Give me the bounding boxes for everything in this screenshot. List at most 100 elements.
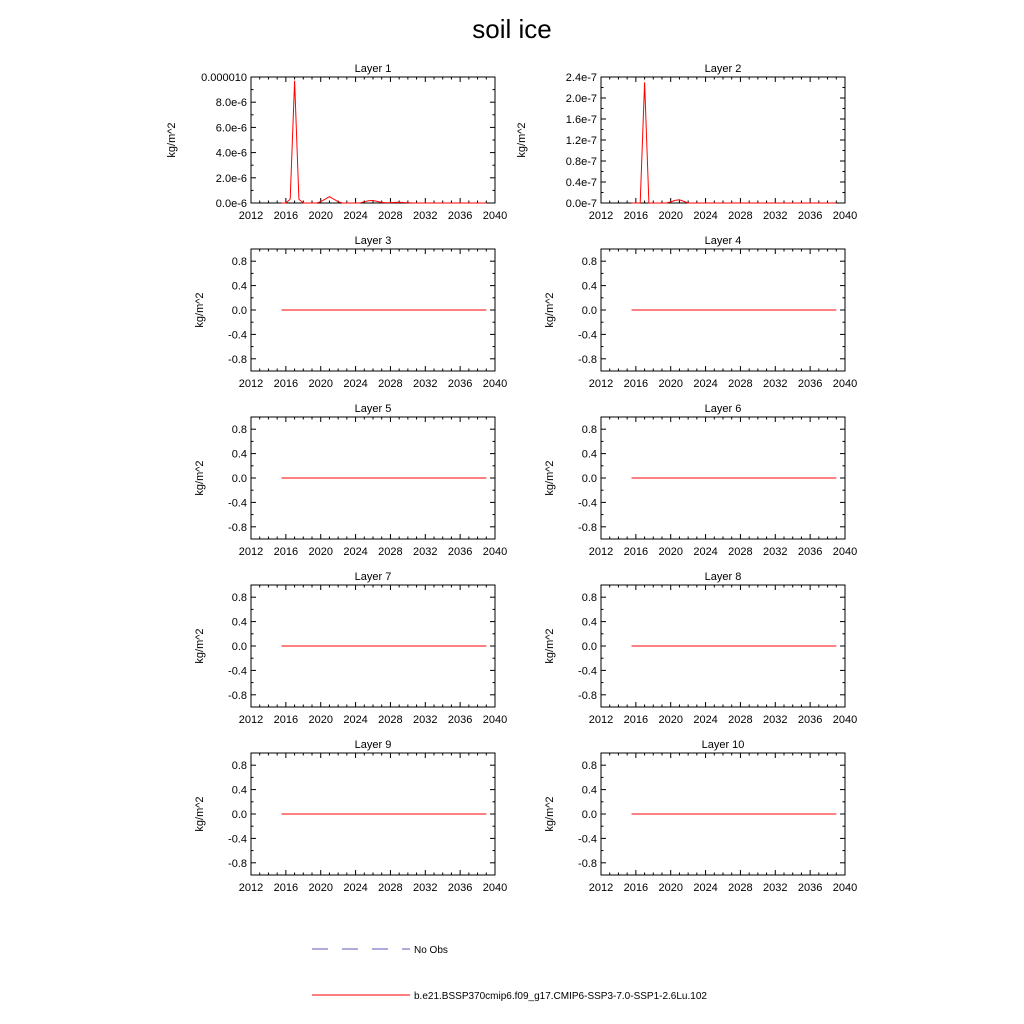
panel-4-ytick-label: -0.8 [578,354,597,366]
panel-1-ytick-label: 8.0e-6 [216,97,247,109]
panel-1-xtick-label: 2028 [378,210,402,222]
panel-4-xtick-label: 2024 [693,378,717,390]
panel-8-xtick-label: 2012 [589,714,613,726]
panel-6-ytick-label: 0.8 [582,424,597,436]
panel-8-ylabel: kg/m^2 [544,628,556,663]
panel-9-ytick-label: 0.4 [232,785,247,797]
panel-3-xtick-label: 2040 [483,378,507,390]
panel-8-xtick-label: 2016 [624,714,648,726]
panel-10-ylabel: kg/m^2 [544,796,556,831]
panel-1-ytick-label: 0.0e-6 [216,198,247,210]
panel-6-xtick-label: 2036 [798,546,822,558]
panel-2-ytick-label: 0.8e-7 [566,156,597,168]
panel-8-xtick-label: 2028 [728,714,752,726]
panel-7-xtick-label: 2024 [343,714,367,726]
panel-1-xtick-label: 2024 [343,210,367,222]
panel-2-xtick-label: 2024 [693,210,717,222]
panel-6-ytick-label: 0.0 [582,473,597,485]
panel-5-xtick-label: 2040 [483,546,507,558]
panel-1-xtick-label: 2020 [308,210,332,222]
panel-1-xtick-label: 2032 [413,210,437,222]
panel-9-ytick-label: 0.8 [232,760,247,772]
panel-5-ytick-label: 0.0 [232,473,247,485]
panel-3-title: Layer 3 [355,235,392,247]
panel-5-xtick-label: 2016 [274,546,298,558]
panel-1-xtick-label: 2016 [274,210,298,222]
panel-9-xtick-label: 2028 [378,882,402,894]
panel-1-ylabel: kg/m^2 [166,122,178,157]
panel-3-xtick-label: 2020 [308,378,332,390]
panel-10-xtick-label: 2012 [589,882,613,894]
panel-4-ytick-label: -0.4 [578,329,597,341]
panel-2-xtick-label: 2020 [658,210,682,222]
panel-4-title: Layer 4 [705,235,742,247]
panel-8-xtick-label: 2040 [833,714,857,726]
panel-10-xtick-label: 2032 [763,882,787,894]
panel-3-ytick-label: -0.8 [228,354,247,366]
panel-5-xtick-label: 2028 [378,546,402,558]
panel-6-ytick-label: -0.4 [578,497,597,509]
panel-8-xtick-label: 2024 [693,714,717,726]
panel-9-xtick-label: 2040 [483,882,507,894]
panel-4-xtick-label: 2040 [833,378,857,390]
panel-6-ylabel: kg/m^2 [544,460,556,495]
panel-6-xtick-label: 2024 [693,546,717,558]
panel-1-frame [250,76,496,204]
panel-5-ytick-label: -0.8 [228,522,247,534]
panel-5-xtick-label: 2012 [239,546,263,558]
panel-10-ytick-label: 0.8 [582,760,597,772]
panel-1-xtick-label: 2036 [448,210,472,222]
panel-7-ytick-label: 0.0 [232,641,247,653]
panel-10-xtick-label: 2040 [833,882,857,894]
panel-9-xtick-label: 2020 [308,882,332,894]
panel-9-ytick-label: -0.4 [228,833,247,845]
panel-2-xtick-label: 2040 [833,210,857,222]
panel-6-xtick-label: 2012 [589,546,613,558]
panel-8-xtick-label: 2032 [763,714,787,726]
panel-1-ytick-label: 2.0e-6 [216,173,247,185]
panel-7-xtick-label: 2028 [378,714,402,726]
panel-7-ylabel: kg/m^2 [194,628,206,663]
panel-10-xtick-label: 2020 [658,882,682,894]
panel-9-xtick-label: 2024 [343,882,367,894]
panel-5-ytick-label: 0.8 [232,424,247,436]
panel-5-ylabel: kg/m^2 [194,460,206,495]
panel-1-series-line [281,80,487,204]
panel-7-title: Layer 7 [355,571,392,583]
panel-2-xtick-label: 2028 [728,210,752,222]
panel-8-xtick-label: 2036 [798,714,822,726]
panel-2-ylabel: kg/m^2 [516,122,528,157]
panel-6-xtick-label: 2020 [658,546,682,558]
panel-9-ytick-label: 0.0 [232,809,247,821]
panel-6-xtick-label: 2028 [728,546,752,558]
panel-8-ytick-label: -0.4 [578,665,597,677]
panel-9-xtick-label: 2036 [448,882,472,894]
panel-6-xtick-label: 2040 [833,546,857,558]
panel-7-ytick-label: 0.8 [232,592,247,604]
panel-4-ylabel: kg/m^2 [544,292,556,327]
panel-4-ytick-label: 0.4 [582,281,597,293]
panel-3-xtick-label: 2036 [448,378,472,390]
panel-3-xtick-label: 2028 [378,378,402,390]
panel-5-xtick-label: 2024 [343,546,367,558]
panel-7-xtick-label: 2040 [483,714,507,726]
panel-3-ytick-label: 0.8 [232,256,247,268]
panel-2-ytick-label: 2.4e-7 [566,72,597,84]
panel-2-title: Layer 2 [705,63,742,75]
panel-1-xtick-label: 2012 [239,210,263,222]
panel-4-xtick-label: 2012 [589,378,613,390]
panel-7-xtick-label: 2020 [308,714,332,726]
panel-8-ytick-label: 0.4 [582,617,597,629]
panel-10-xtick-label: 2036 [798,882,822,894]
panel-8-title: Layer 8 [705,571,742,583]
panel-7-xtick-label: 2012 [239,714,263,726]
panel-9-title: Layer 9 [355,739,392,751]
panel-10-xtick-label: 2028 [728,882,752,894]
panel-7-ytick-label: -0.4 [228,665,247,677]
panel-2-frame [600,76,846,204]
panel-9-xtick-label: 2032 [413,882,437,894]
panel-5-ytick-label: -0.4 [228,497,247,509]
panel-9-xtick-label: 2016 [274,882,298,894]
